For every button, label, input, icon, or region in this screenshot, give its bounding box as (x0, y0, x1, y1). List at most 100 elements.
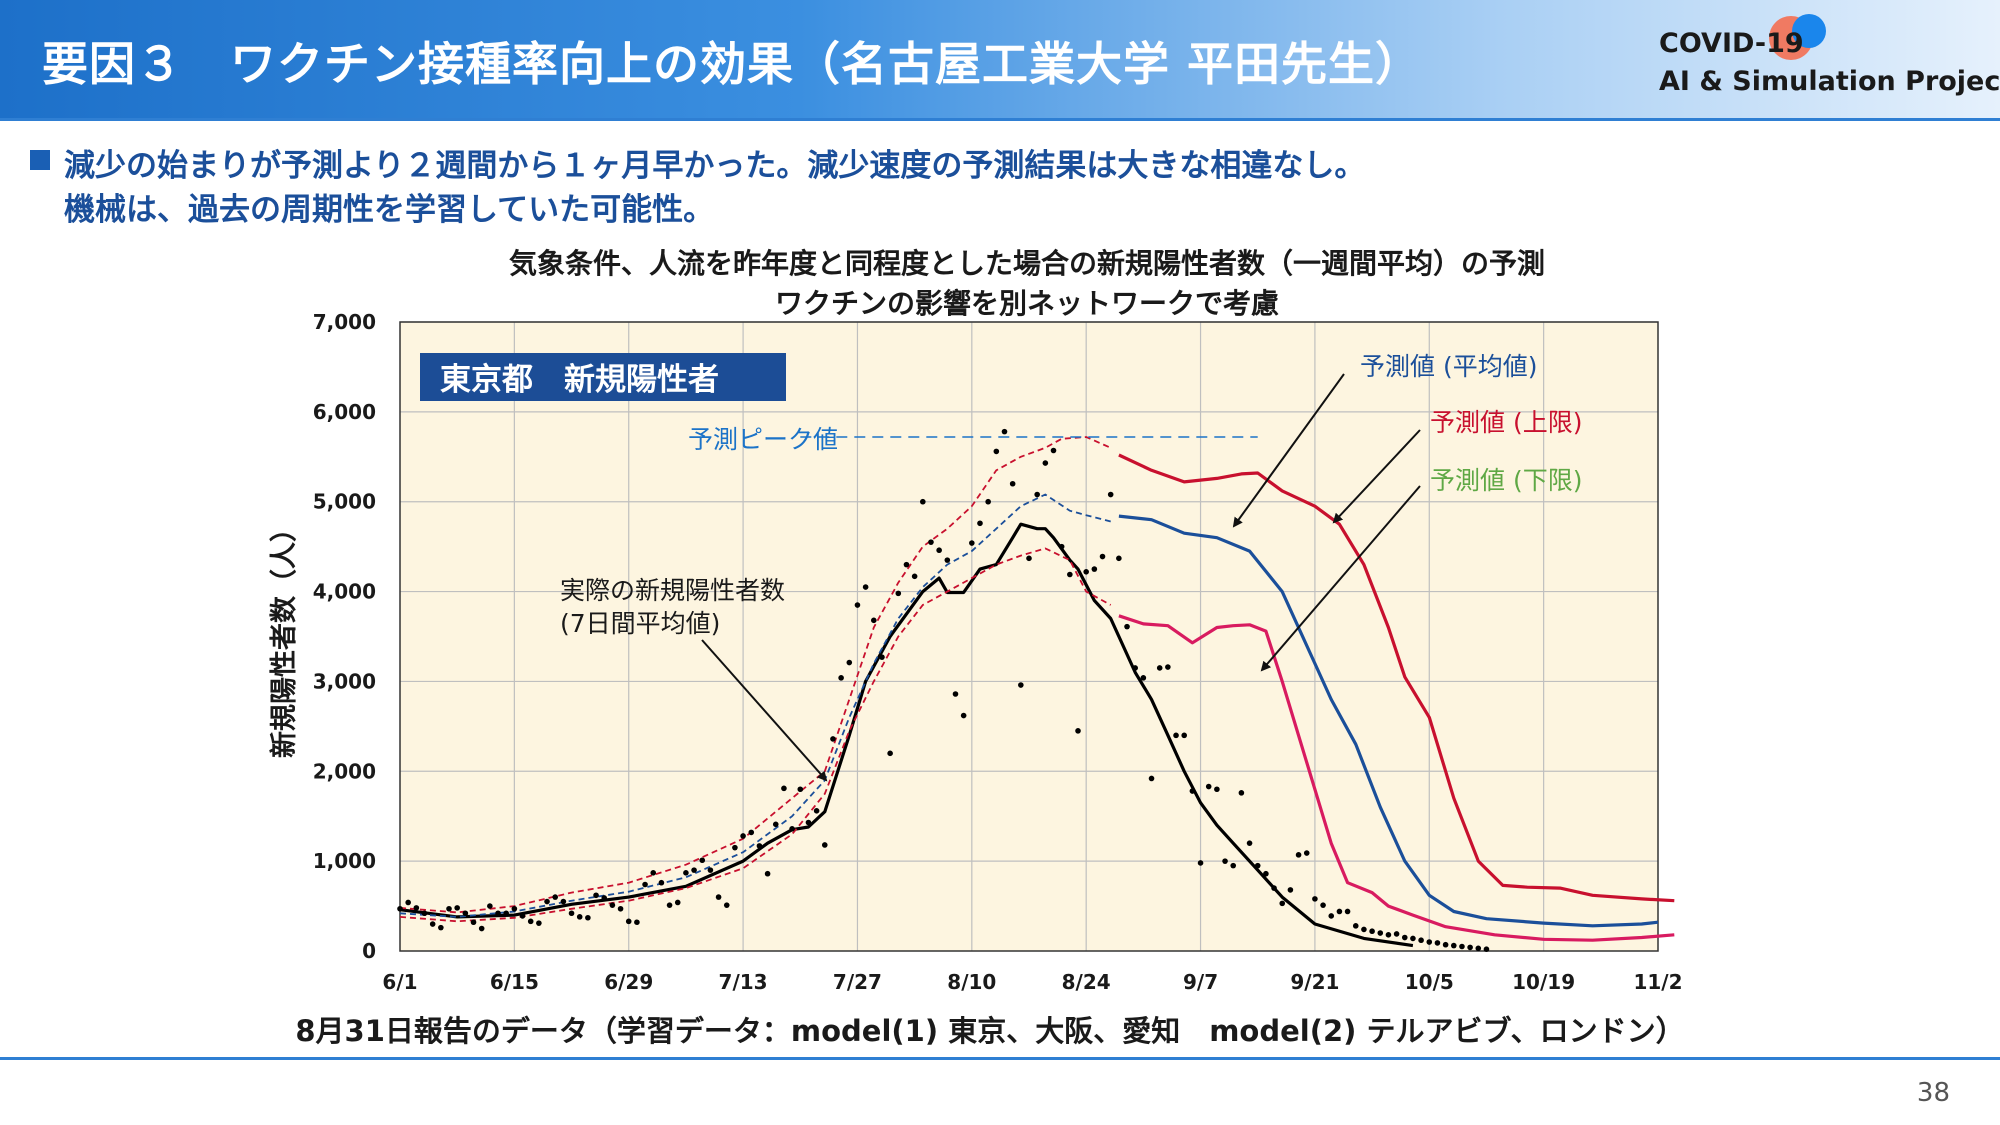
daily-point (1361, 926, 1367, 933)
daily-point (1124, 623, 1130, 630)
daily-point (903, 561, 910, 568)
daily-point (1312, 896, 1318, 902)
daily-point (1303, 850, 1310, 856)
daily-point (1083, 569, 1089, 575)
daily-point (1320, 902, 1326, 908)
y-tick-label: 7,000 (313, 310, 376, 334)
daily-point (821, 842, 828, 848)
daily-point (969, 540, 975, 546)
x-tick-label: 11/2 (1633, 970, 1682, 994)
daily-point (1026, 555, 1032, 562)
daily-point (707, 867, 714, 873)
logo-text-line1: COVID-19 (1659, 28, 1804, 59)
daily-point (397, 905, 403, 912)
daily-point (732, 844, 738, 851)
summary-line-1: 減少の始まりが予測より２週間から１ヶ月早かった。減少速度の予測結果は大きな相違な… (64, 148, 1366, 184)
series-line (399, 436, 1112, 914)
daily-point (1197, 860, 1204, 866)
series-line (1118, 514, 1659, 928)
daily-point (740, 833, 746, 839)
daily-point (1018, 682, 1024, 688)
daily-point (1148, 775, 1155, 782)
daily-point (1467, 944, 1473, 951)
daily-point (1344, 908, 1351, 915)
daily-point (495, 910, 501, 917)
x-tick-label: 7/13 (719, 970, 768, 994)
annotation-arrow (1332, 429, 1421, 524)
mean-annotation: 予測値 (平均値) (1360, 352, 1537, 381)
daily-point (503, 910, 509, 917)
series-line (399, 493, 1111, 918)
daily-point (879, 654, 885, 660)
series-line (1118, 453, 1675, 903)
daily-point (1132, 665, 1138, 671)
daily-point (805, 819, 812, 826)
daily-point (405, 899, 411, 906)
daily-point (895, 590, 902, 597)
daily-point (585, 914, 591, 921)
logo-blue-dot-icon (1792, 14, 1826, 48)
daily-point (1475, 945, 1482, 952)
daily-point (789, 825, 795, 832)
daily-point (797, 786, 804, 793)
daily-point (936, 547, 942, 554)
page-number: 38 (1916, 1078, 1950, 1108)
daily-point (650, 870, 657, 876)
daily-point (1246, 840, 1253, 846)
daily-point (666, 902, 673, 908)
daily-point (1099, 553, 1106, 560)
annotation-arrow (1260, 485, 1421, 672)
daily-point (1116, 555, 1122, 562)
daily-point (870, 617, 877, 624)
daily-point (617, 905, 624, 912)
daily-point (977, 520, 983, 527)
daily-point (1058, 543, 1065, 550)
x-tick-label: 10/5 (1405, 970, 1454, 994)
daily-point (544, 898, 550, 905)
daily-point (634, 919, 640, 926)
daily-point (993, 448, 1000, 455)
daily-point (454, 905, 460, 911)
actual-annotation-line2: (7日間平均値) (560, 609, 720, 638)
daily-point (862, 584, 869, 590)
x-tick-label: 6/1 (382, 970, 417, 994)
daily-point (421, 910, 428, 917)
daily-point (552, 894, 559, 900)
daily-point (1352, 923, 1359, 929)
daily-point (601, 895, 608, 901)
daily-point (1295, 852, 1302, 858)
daily-point (830, 736, 836, 742)
daily-point (658, 879, 665, 886)
x-tick-label: 9/7 (1183, 970, 1218, 994)
y-tick-label: 5,000 (313, 490, 376, 514)
daily-point (1418, 937, 1424, 944)
daily-point (928, 539, 934, 545)
daily-point (748, 829, 755, 836)
footer-divider (0, 1057, 2000, 1060)
daily-point (838, 675, 844, 681)
daily-point (511, 905, 518, 912)
daily-point (470, 919, 477, 926)
actual-annotation-line1: 実際の新規陽性者数 (560, 576, 785, 605)
region-label: 東京都 新規陽性者 (440, 362, 719, 398)
daily-point (960, 712, 967, 719)
region-label-box (420, 353, 786, 401)
daily-point (1222, 858, 1228, 864)
header-divider (0, 118, 2000, 121)
daily-point (1410, 935, 1416, 942)
page-title: 要因３ ワクチン接種率向上の効果（名古屋工業大学 平田先生） (42, 37, 1423, 91)
header-bar: 要因３ ワクチン接種率向上の効果（名古屋工業大学 平田先生） COVID-19 … (0, 0, 2000, 118)
daily-point (1075, 728, 1081, 734)
daily-point (699, 857, 706, 864)
x-tick-label: 9/21 (1290, 970, 1339, 994)
daily-point (1034, 491, 1040, 498)
daily-point (429, 921, 436, 927)
annotation-arrow (1232, 373, 1345, 528)
daily-point (478, 925, 485, 932)
y-tick-label: 0 (362, 939, 376, 963)
daily-point (536, 920, 542, 926)
daily-point (1165, 664, 1171, 670)
logo-text-line2: AI & Simulation Project (1659, 66, 2000, 97)
daily-point (446, 905, 452, 912)
daily-point (887, 750, 893, 757)
